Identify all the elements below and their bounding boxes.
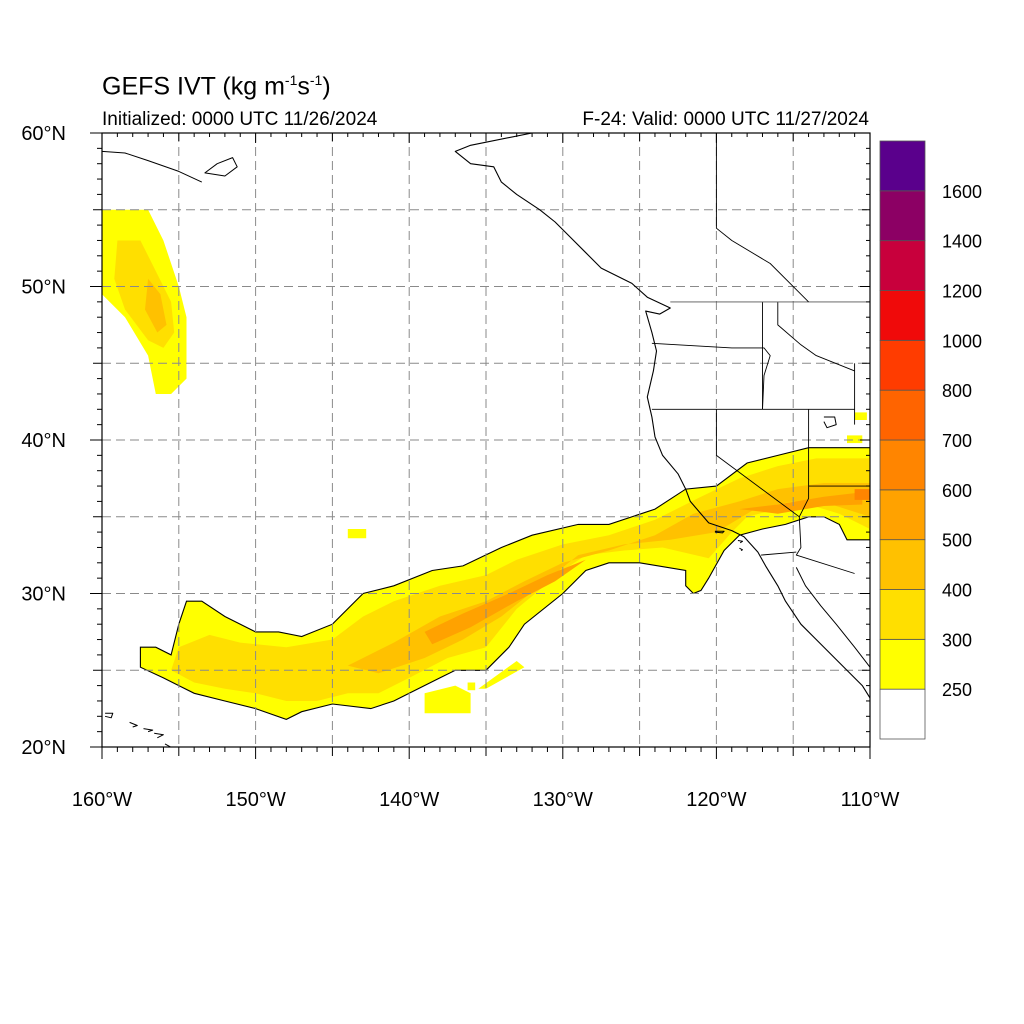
- island-outline: [739, 547, 743, 551]
- colorbar-swatch: [879, 489, 926, 541]
- colorbar-swatch: [879, 688, 926, 740]
- ivt-shading: [102, 209, 870, 720]
- lake-outline: [823, 416, 837, 429]
- colorbar-label: 400: [942, 581, 972, 601]
- colorbar-label: 1000: [942, 331, 982, 351]
- colorbar-label: 800: [942, 381, 972, 401]
- island-outline: [204, 157, 238, 177]
- colorbar-swatch: [879, 190, 926, 242]
- coastline-gulf: [795, 567, 870, 668]
- colorbar-label: 500: [942, 531, 972, 551]
- ivt-region-250: [854, 412, 867, 420]
- island-outline: [104, 712, 114, 719]
- colorbar-swatch: [879, 539, 926, 590]
- title-text: GEFS IVT (kg m: [102, 72, 285, 101]
- province-border: [715, 133, 809, 303]
- lon-tick-label: 140°W: [379, 789, 439, 811]
- colorbar-label: 700: [942, 431, 972, 451]
- axis-labels: 160°W 150°W 140°W 130°W 120°W 110°W 60°N 50°N 40…: [21, 123, 899, 811]
- colorbar-swatch: [879, 240, 926, 291]
- colorbar-label: 1600: [942, 182, 982, 202]
- state-border: [777, 301, 855, 372]
- state-border: [715, 409, 800, 518]
- colorbar-label: 300: [942, 630, 972, 650]
- island-outline: [714, 530, 725, 534]
- initialized-label: Initialized: 0000 UTC 11/26/2024: [102, 109, 378, 130]
- ivt-region-500: [739, 492, 863, 514]
- island-outline: [129, 721, 138, 728]
- title-exponent: -1: [284, 72, 298, 88]
- island-outline: [164, 743, 172, 747]
- state-border: [651, 342, 771, 410]
- colorbar-label: 600: [942, 481, 972, 501]
- colorbar-swatch: [879, 638, 926, 690]
- colorbar-label: 1400: [942, 232, 982, 252]
- colorbar-swatch: [879, 339, 926, 391]
- island-outline: [154, 732, 164, 739]
- state-border: [795, 516, 855, 574]
- ivt-region-250: [347, 529, 367, 539]
- valid-label: F-24: Valid: 0000 UTC 11/27/2024: [582, 109, 869, 130]
- map-title: GEFS IVT (kg m-1s-1): [102, 72, 331, 101]
- colorbar-label: 250: [942, 680, 972, 700]
- lon-tick-label: 150°W: [225, 789, 285, 811]
- lat-tick-label: 40°N: [21, 430, 66, 452]
- state-border: [798, 409, 810, 518]
- ivt-region-400: [347, 483, 870, 674]
- ivt-region-250: [467, 682, 476, 691]
- colorbar-swatch: [879, 140, 926, 192]
- ivt-region-500: [424, 559, 586, 645]
- colorbar-swatch: [879, 439, 926, 491]
- lon-tick-label: 130°W: [533, 789, 593, 811]
- lon-tick-label: 120°W: [686, 789, 746, 811]
- graticule: [102, 133, 870, 747]
- colorbar-swatch: [879, 290, 926, 341]
- coastline-alaska: [102, 150, 203, 183]
- coastlines-and-borders: [102, 133, 870, 747]
- colorbar-swatch: [879, 389, 926, 441]
- title-exponent-2: -1: [309, 72, 323, 88]
- colorbar-swatch: [879, 589, 926, 640]
- island-outline: [737, 540, 743, 544]
- ivt-region-300: [247, 673, 279, 686]
- lat-tick-label: 50°N: [21, 277, 66, 299]
- ivt-region-250: [424, 685, 471, 714]
- lat-tick-label: 30°N: [21, 584, 66, 606]
- title-text-suffix: ): [322, 72, 331, 101]
- coastline: [454, 133, 870, 699]
- ivt-region-400: [145, 278, 167, 333]
- ivt-region-600: [854, 489, 870, 500]
- colorbar: 1600 1400 1200 1000 800 700 600 500 400 300 250: [879, 140, 982, 740]
- island-outline: [143, 728, 154, 733]
- lon-tick-label: 160°W: [72, 789, 132, 811]
- ivt-region-250: [847, 435, 863, 444]
- lon-tick-label: 110°W: [841, 789, 900, 811]
- axis-ticks: [90, 132, 871, 759]
- lat-tick-label: 60°N: [21, 123, 66, 145]
- ivt-region-250: [478, 661, 525, 689]
- title-text-unit: s: [297, 72, 310, 101]
- colorbar-label: 1200: [942, 282, 982, 302]
- lat-tick-label: 20°N: [21, 737, 66, 759]
- state-border: [760, 551, 797, 556]
